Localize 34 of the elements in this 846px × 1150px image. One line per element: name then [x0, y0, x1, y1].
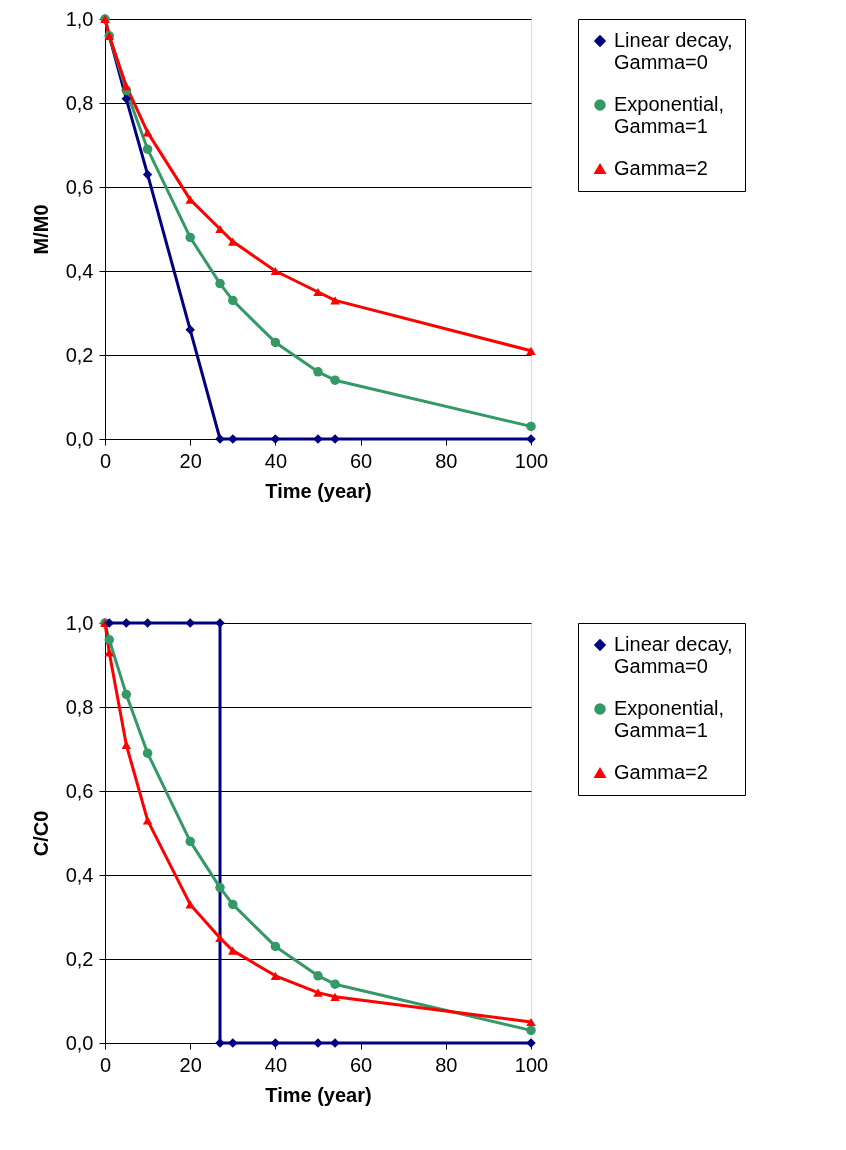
x-tick-label: 100 [514, 449, 549, 472]
y-tick-label: 0,2 [65, 947, 94, 970]
y-tick-label: 0,6 [65, 175, 94, 198]
legend-label: Exponential, Gamma=1 [614, 93, 725, 137]
x-tick-label: 20 [179, 449, 202, 472]
x-axis-title: Time (year) [265, 1083, 372, 1106]
x-axis-title: Time (year) [265, 479, 372, 502]
legend-label: Linear decay, Gamma=0 [614, 29, 733, 73]
x-tick-label: 0 [99, 1053, 112, 1076]
y-tick-label: 1,0 [65, 611, 94, 634]
y-tick-label: 0,8 [65, 695, 94, 718]
y-tick-label: 0,2 [65, 343, 94, 366]
y-tick-label: 0,0 [65, 427, 94, 450]
legend-label: Gamma=2 [614, 761, 708, 783]
y-tick-label: 0,4 [65, 259, 94, 282]
legend-label: Linear decay, Gamma=0 [614, 633, 733, 677]
y-axis-title: C/C0 [29, 810, 52, 857]
x-tick-label: 60 [349, 1053, 373, 1076]
y-tick-label: 0,4 [65, 863, 94, 886]
x-tick-label: 0 [99, 449, 112, 472]
y-tick-label: 1,0 [65, 7, 94, 30]
x-tick-label: 40 [264, 1053, 288, 1076]
x-tick-label: 100 [514, 1053, 549, 1076]
x-tick-label: 20 [179, 1053, 202, 1076]
y-axis-title: M/M0 [29, 204, 52, 255]
x-tick-label: 80 [435, 1053, 458, 1076]
y-tick-label: 0,0 [65, 1031, 94, 1054]
y-tick-label: 0,8 [65, 91, 94, 114]
legend-label: Exponential, Gamma=1 [614, 697, 725, 741]
y-tick-label: 0,6 [65, 779, 94, 802]
x-tick-label: 40 [264, 449, 288, 472]
x-tick-label: 80 [435, 449, 458, 472]
legend-label: Gamma=2 [614, 157, 708, 179]
x-tick-label: 60 [349, 449, 373, 472]
